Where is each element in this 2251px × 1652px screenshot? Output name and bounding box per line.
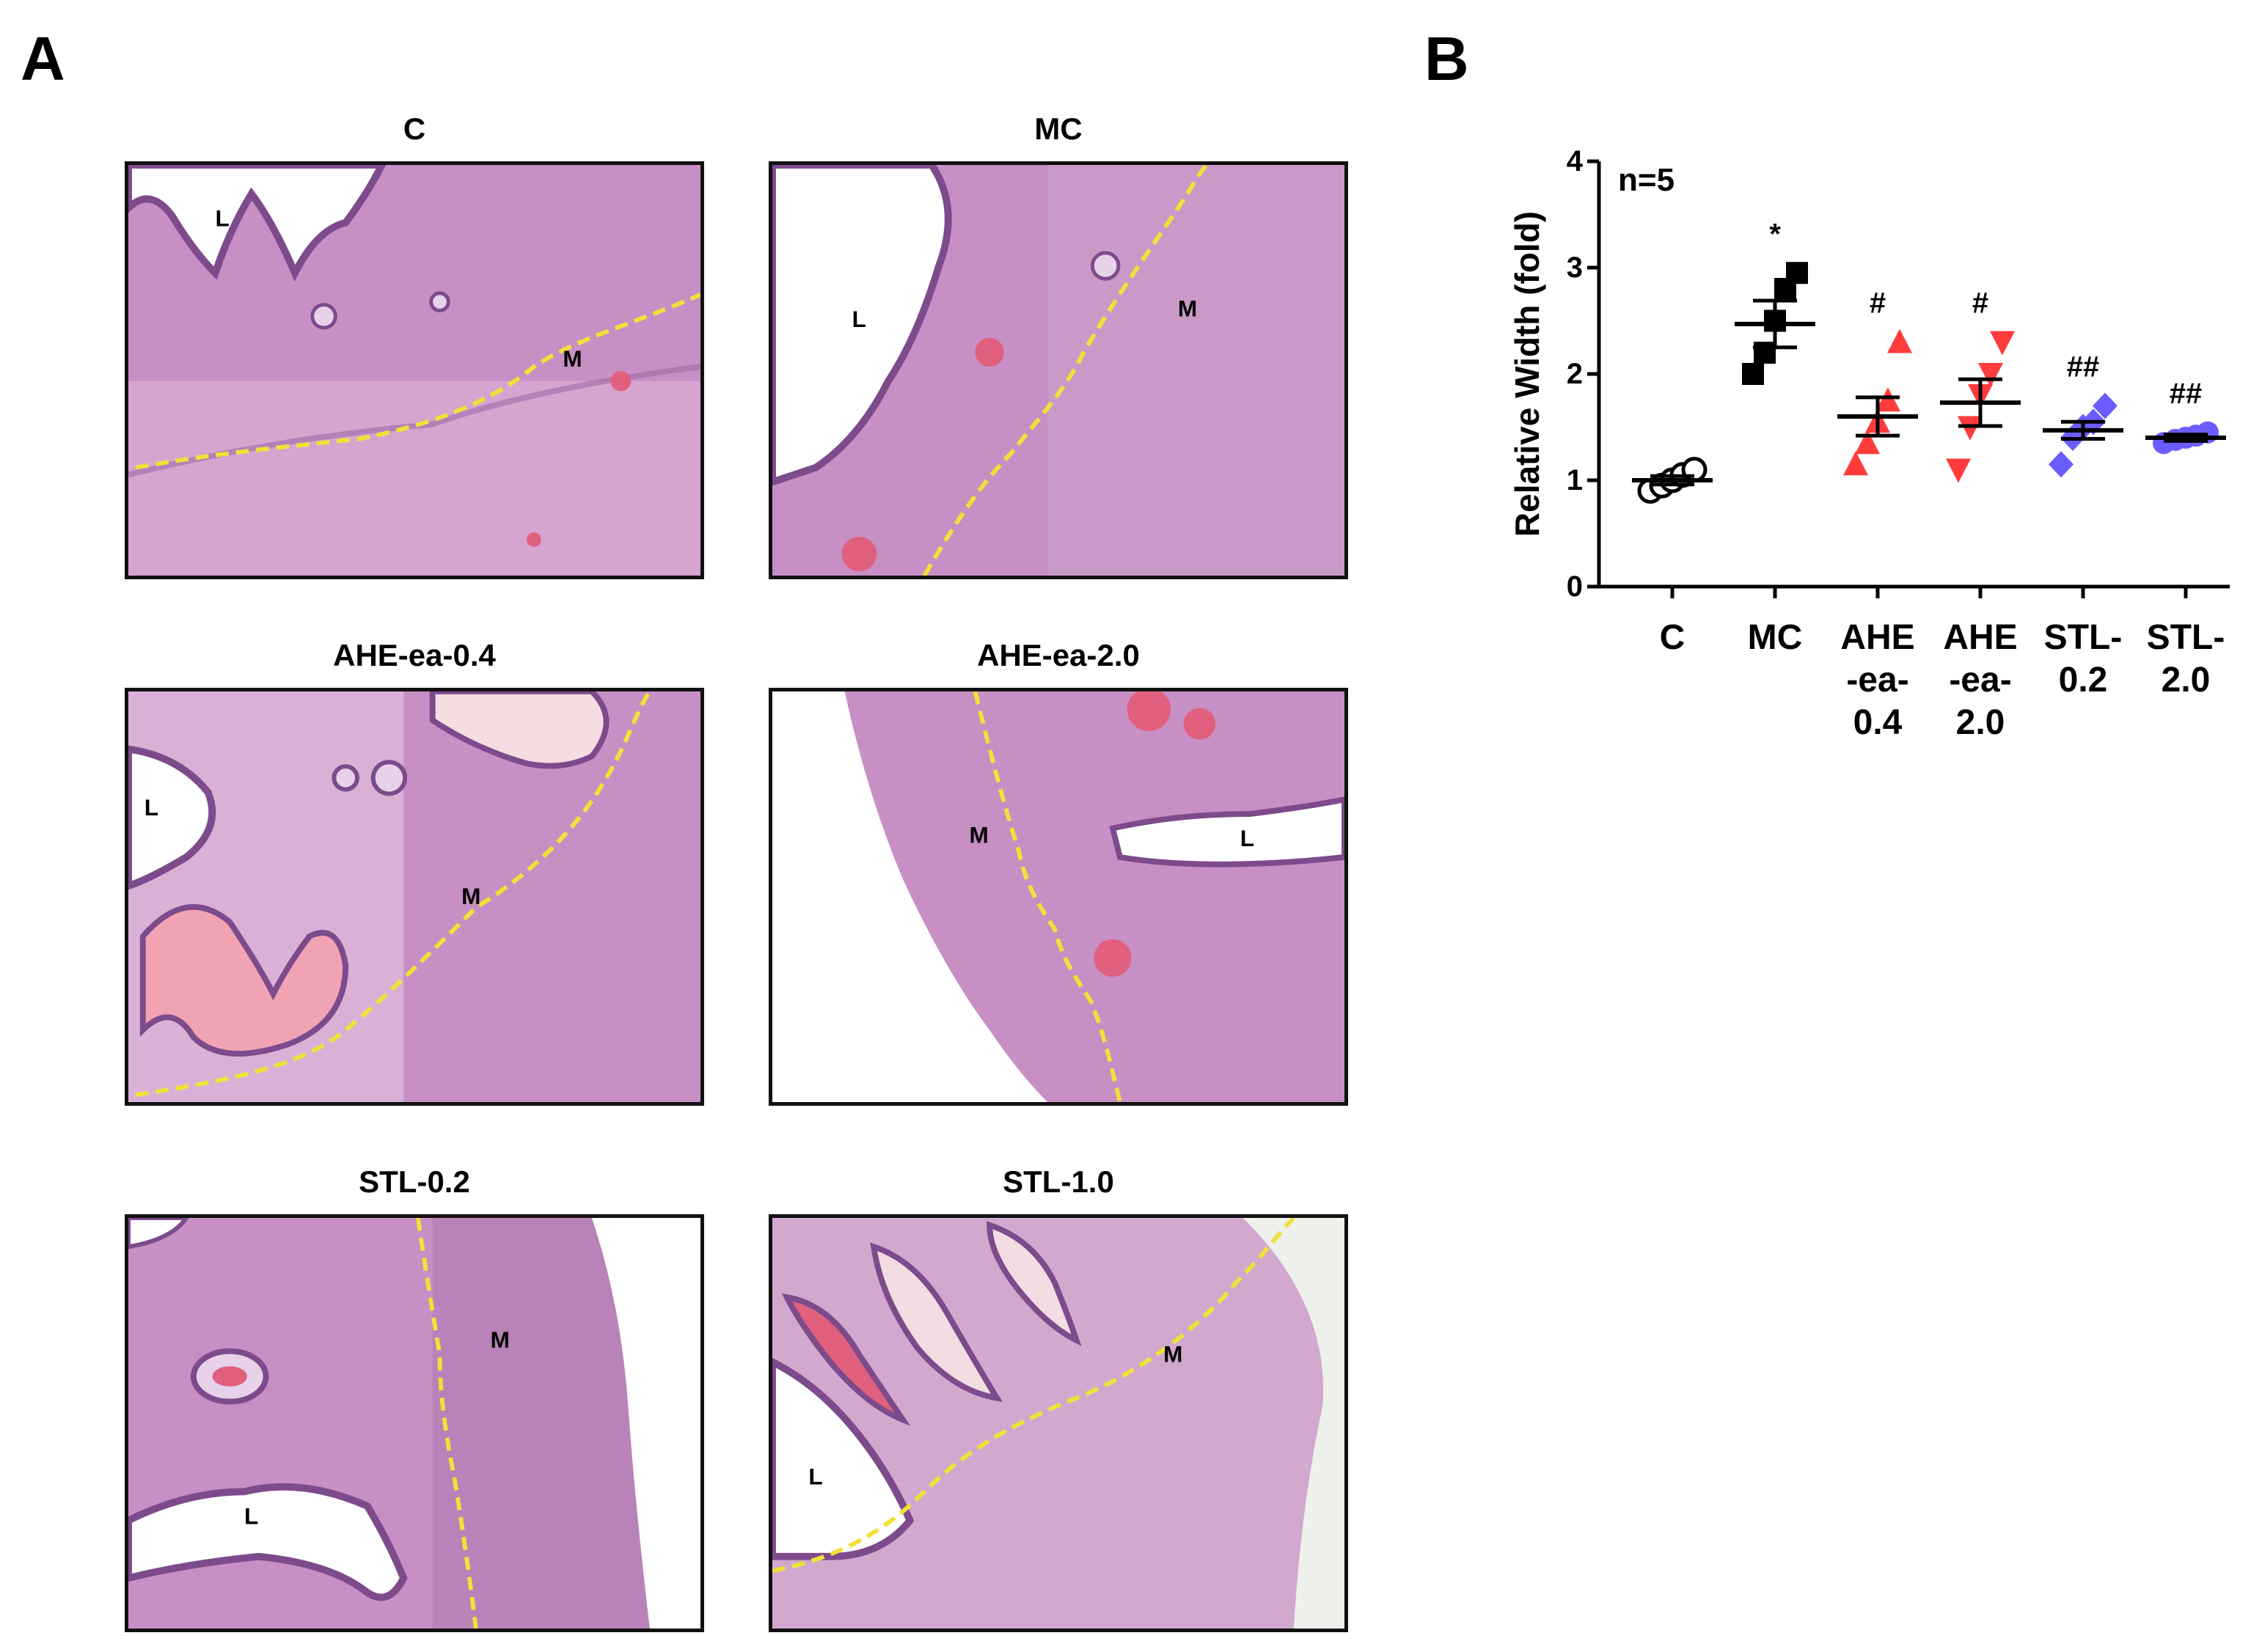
lumen-label-ahe-ea-04: L [144,794,158,821]
y-tick-label: 3 [1567,252,1583,284]
data-point [1742,363,1764,385]
data-point [1978,363,2003,387]
tile-title-mc: MC [1034,111,1083,146]
lumen-label-stl-02: L [244,1503,258,1530]
histology-image-mc: L M [769,161,1348,579]
x-category-label: 0.2 [2059,661,2108,700]
x-category-label: STL- [2147,618,2225,657]
relative-width-chart: 0 1 2 3 4 Relative Width (fold) n=5 C MC * AHE -ea-… [1508,145,2230,742]
data-point [1754,342,1776,364]
significance-marker: # [1870,287,1886,320]
histology-image-stl-02: L M [125,1214,704,1632]
tile-title-stl-02: STL-0.2 [359,1164,470,1199]
data-point [2049,451,2074,478]
lumen-label-c: L [215,205,229,232]
data-point [1946,458,1971,483]
myometrium-label-mc: M [1178,295,1197,321]
myometrium-label-c: M [563,345,582,372]
x-category-label: STL- [2044,618,2123,657]
x-category-label: AHE [1840,618,1914,657]
x-category-label: -ea- [1949,661,2011,700]
tile-title-ahe-ea-20: AHE-ea-2.0 [977,638,1140,672]
y-tick-label: 1 [1567,464,1583,496]
significance-marker: * [1769,218,1781,250]
x-category-label: C [1660,618,1685,657]
significance-marker: ## [2067,351,2100,383]
lumen-label-stl-10: L [808,1464,822,1490]
histology-image-c: L M [125,161,704,579]
data-point [2093,392,2118,419]
data-point [1958,416,1983,441]
myometrium-label-ahe-ea-20: M [970,821,989,848]
x-category-label: 0.4 [1853,703,1903,742]
sample-size-annotation: n=5 [1618,162,1674,198]
y-tick-label: 2 [1567,358,1583,390]
y-axis-label: Relative Width (fold) [1508,211,1546,537]
y-tick-label: 4 [1567,145,1584,177]
x-category-label: 2.0 [1956,703,2005,742]
data-point [1843,451,1868,476]
significance-marker: # [1972,287,1988,320]
x-category-label: AHE [1943,618,2017,657]
tile-title-ahe-ea-04: AHE-ea-0.4 [333,638,496,672]
data-point [1990,331,2015,356]
tile-title-c: C [403,111,426,146]
histology-image-ahe-ea-20: L M [769,688,1348,1106]
tile-title-stl-10: STL-1.0 [1003,1164,1114,1199]
data-point [1786,262,1808,284]
y-tick-label: 0 [1567,570,1583,603]
myometrium-label-stl-02: M [491,1326,510,1353]
panel-b-label: B [1424,24,1469,93]
x-category-label: -ea- [1846,661,1908,700]
histology-image-stl-10: L M [769,1214,1348,1632]
lumen-label-ahe-ea-20: L [1240,825,1254,851]
myometrium-label-ahe-ea-04: M [461,883,480,909]
x-category-label: 2.0 [2162,661,2211,700]
significance-marker: ## [2170,378,2203,410]
x-category-label: MC [1748,618,1803,657]
data-point [1855,430,1880,455]
histology-image-ahe-ea-04: L M [125,688,704,1106]
data-point [1887,328,1912,353]
myometrium-label-stl-10: M [1163,1341,1182,1368]
panel-a-label: A [21,24,65,93]
lumen-label-mc: L [852,306,866,332]
data-point [1875,387,1900,412]
